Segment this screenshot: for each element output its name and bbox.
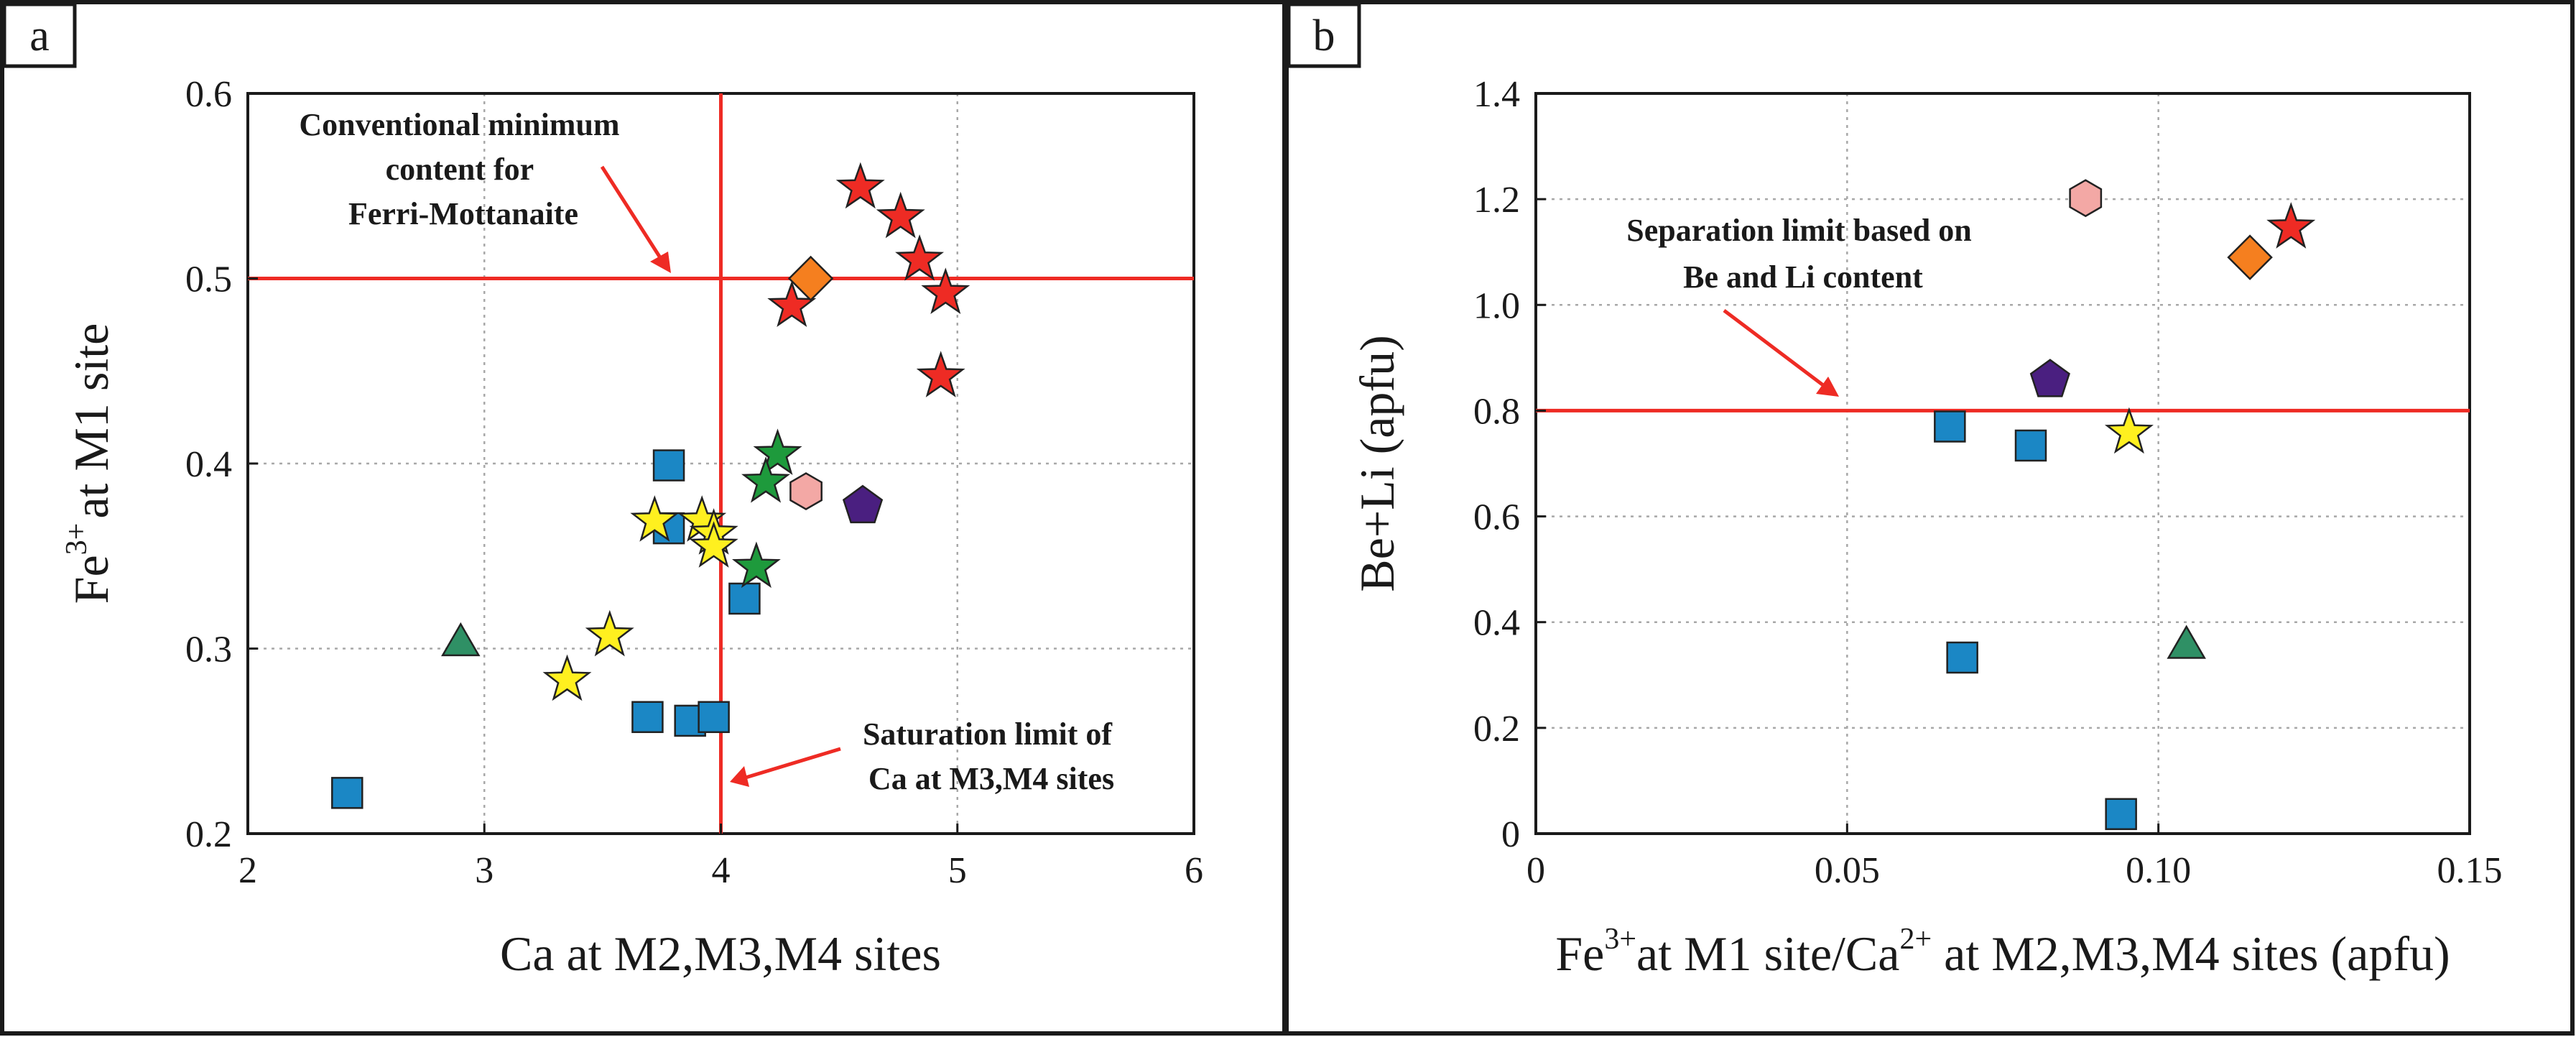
panel-a-x-axis-title: Ca at M2,M3,M4 sites: [500, 926, 941, 981]
panel-a-annotation-minimum-line-3: Ferri-Mottanaite: [348, 196, 578, 231]
panel-a-x-tick-label: 5: [948, 850, 967, 891]
panel-b-x-axis-title-mid-sup: 2+: [1899, 923, 1932, 956]
panel-b-x-axis-title-tail: at M2,M3,M4 sites (apfu): [1932, 926, 2450, 981]
panel-a-point-triangle: [441, 622, 481, 657]
panel-a-y-axis-title-rest: at M1 site: [64, 323, 119, 519]
panel-b-x-axis-title: Fe3+at M1 site/Ca2+ at M2,M3,M4 sites (a…: [1555, 923, 2450, 981]
panel-a-point-star: [916, 351, 965, 397]
panel-a-point-square: [698, 701, 730, 734]
panel-b-x-ticks: 0 0.05 0.10 0.15: [1526, 824, 2503, 891]
panel-b-x-axis-title-mid: at M1 site/Ca: [1636, 926, 1899, 981]
panel-a-y-tick-label: 0.5: [185, 259, 232, 300]
panel-a-x-tick-label: 2: [238, 850, 257, 891]
panel-b-frame: [1284, 0, 2575, 1036]
panel-a-annotation-saturation-line-1: Saturation limit of: [863, 716, 1113, 752]
panel-a-y-axis-title-sup: 3+: [60, 523, 93, 556]
panel-a-points: [331, 162, 970, 809]
panel-b-x-axis-title-lead: Fe: [1555, 926, 1604, 981]
panel-a-y-tick-label: 0.4: [185, 444, 232, 485]
panel-b-point-hexagon: [2069, 179, 2103, 218]
panel-a-annotation-minimum-arrow: [600, 165, 663, 260]
panel-b-annotation-separation-line-2: Be and Li content: [1683, 259, 1923, 295]
panel-b-x-tick-label: 0: [1526, 850, 1545, 891]
panel-b-letter: b: [1313, 11, 1335, 60]
panel-a-x-tick-label: 4: [712, 850, 731, 891]
panel-b-point-star: [2266, 202, 2316, 249]
panel-a-point-star: [542, 654, 592, 701]
panel-b-x-axis-title-lead-sup: 3+: [1604, 923, 1636, 956]
panel-a-point-star: [921, 267, 970, 315]
panel-b-y-tick-label: 0.4: [1473, 603, 1520, 644]
panel-a-x-ticks: 2 3 4 5 6: [238, 824, 1203, 891]
panel-a-y-tick-label: 0.2: [185, 814, 232, 855]
panel-a-point-star: [767, 280, 817, 328]
panel-a-point-square: [331, 777, 363, 809]
panel-b-point-pentagon: [2029, 359, 2070, 397]
panel-a-y-tick-label: 0.6: [185, 74, 232, 115]
panel-b-y-tick-label: 0.2: [1473, 709, 1520, 750]
panel-b-y-tick-label: 1.2: [1473, 180, 1520, 221]
panel-a-y-axis-title: Fe3+ at M1 site: [60, 323, 119, 604]
panel-b-point-square: [1946, 641, 1978, 674]
panel-b-point-square: [2105, 798, 2137, 831]
panel-a-letter-box: [2, 2, 77, 68]
panel-a-point-star: [835, 162, 885, 209]
panel-a-point-pentagon: [842, 484, 884, 524]
panel-a-annotation-saturation: Saturation limit of Ca at M3,M4 sites: [863, 716, 1120, 796]
panel-a-y-tick-label: 0.3: [185, 630, 232, 670]
panel-a-y-axis-title-base: Fe: [64, 555, 119, 604]
panel-a-annotation-saturation-arrowhead: [730, 766, 749, 787]
panel-b-grid: [1536, 93, 2470, 834]
panel-a-annotation-minimum-line-1: Conventional minimum: [299, 107, 619, 142]
panel-a-point-square: [652, 449, 685, 481]
panel-a-annotation-saturation-arrow: [745, 747, 841, 780]
panel-a-point-star: [753, 428, 802, 476]
panel-a-point-star: [630, 495, 680, 542]
panel-b-annotation-separation-arrowhead: [1816, 377, 1839, 397]
panel-b-y-tick-label: 1.4: [1473, 74, 1520, 115]
panel-a-point-star: [585, 609, 634, 657]
panel-b-point-square: [2014, 429, 2047, 462]
panel-a-point-square: [728, 582, 761, 615]
panel-b-plot: 0 0.05 0.10 0.15 0 0.2 0.4 0.6 0.8 1.0 1.2 1.4 Fe3…: [1350, 74, 2503, 981]
panel-b-point-diamond: [2227, 234, 2273, 280]
panel-b-point-triangle: [2167, 624, 2206, 659]
panel-b-x-tick-label: 0.05: [1815, 850, 1880, 891]
panel-b-points: [1934, 179, 2316, 831]
panel-a-y-ticks: 0.2 0.3 0.4 0.5 0.6: [185, 74, 258, 855]
panel-b-y-ticks: 0 0.2 0.4 0.6 0.8 1.0 1.2 1.4: [1473, 74, 1546, 855]
panel-a-annotation-minimum-arrowhead: [650, 252, 671, 273]
panel-a-point-square: [631, 701, 664, 734]
panel-b-y-tick-label: 0.6: [1473, 497, 1520, 538]
panel-a-letter: a: [29, 11, 50, 60]
panel-b-annotation-separation: Separation limit based on Be and Li cont…: [1626, 213, 1979, 295]
panel-b-x-tick-label: 0.10: [2126, 850, 2191, 891]
panel-b-annotation-separation-line-1: Separation limit based on: [1626, 213, 1971, 248]
panel-b-y-tick-label: 0: [1501, 814, 1520, 855]
panel-a-point-diamond: [787, 255, 834, 302]
panel-b-x-tick-label: 0.15: [2437, 850, 2503, 891]
panel-b-y-axis-title: Be+Li (apfu): [1350, 335, 1404, 591]
panel-b-plot-area: [1534, 92, 2471, 835]
panel-a-point-star: [876, 191, 925, 239]
panel-a-point-star: [741, 456, 791, 503]
panel-a-point-star: [689, 521, 738, 568]
panel-a-point-star: [731, 541, 781, 589]
panel-a-point-hexagon: [789, 472, 823, 511]
panel-b-point-square: [1934, 410, 1966, 443]
panel-a-x-tick-label: 6: [1185, 850, 1203, 891]
panel-b-letter-box: [1287, 2, 1361, 68]
panel-a-annotation-minimum-line-2: content for: [386, 152, 534, 187]
panel-b-annotation-separation-arrow: [1723, 309, 1825, 387]
panel-a-x-tick-label: 3: [475, 850, 494, 891]
panel-a-plot: 2 3 4 5 6 0.2 0.3 0.4 0.5 0.6 Ca at M2,M3,M4 sit…: [60, 74, 1203, 981]
panel-a-point-star: [895, 234, 945, 281]
panel-b-point-star: [2104, 407, 2154, 454]
panel-b-y-tick-label: 0.8: [1473, 391, 1520, 432]
panel-a-annotation-saturation-line-2: Ca at M3,M4 sites: [868, 761, 1114, 796]
panel-b-y-tick-label: 1.0: [1473, 285, 1520, 326]
panel-a-annotation-minimum: Conventional minimum content for Ferri-M…: [299, 107, 627, 231]
